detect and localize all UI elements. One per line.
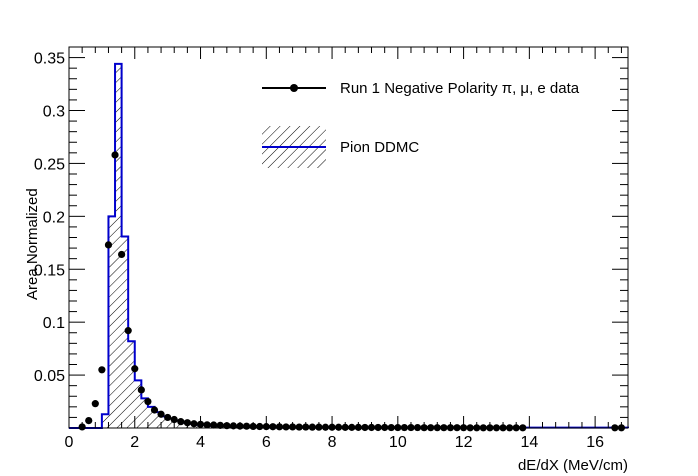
data-point xyxy=(91,400,99,408)
y-tick-label: 0.05 xyxy=(34,368,65,385)
mc-bin xyxy=(147,406,155,428)
x-axis-ticks: 0 2 4 6 8 10 12 14 16 xyxy=(65,47,622,451)
data-point xyxy=(282,423,290,431)
x-tick-label: 16 xyxy=(586,434,604,451)
legend-data-label: Run 1 Negative Polarity π, μ, e data xyxy=(340,80,580,97)
mc-bin xyxy=(193,424,201,428)
x-tick-label: 2 xyxy=(130,434,139,451)
data-point xyxy=(216,421,224,429)
data-point xyxy=(104,241,113,249)
data-point xyxy=(170,415,178,424)
data-point xyxy=(256,422,264,431)
y-tick-label: 0.25 xyxy=(34,156,65,173)
y-tick-label: 0.3 xyxy=(43,104,65,121)
mc-bin xyxy=(121,236,129,428)
data-point xyxy=(85,416,93,425)
mc-bin xyxy=(187,423,194,428)
data-point xyxy=(111,151,119,159)
data-point xyxy=(150,406,159,414)
mc-bin xyxy=(128,341,135,428)
x-tick-label: 6 xyxy=(262,434,271,451)
data-point xyxy=(190,420,198,428)
data-point xyxy=(124,327,132,335)
data-point xyxy=(137,386,145,394)
data-point xyxy=(295,423,303,431)
y-tick-label: 0.2 xyxy=(43,209,65,226)
data-point xyxy=(118,250,126,259)
x-tick-label: 0 xyxy=(65,434,74,451)
data-point xyxy=(335,423,343,431)
data-point xyxy=(321,423,330,431)
x-tick-label: 10 xyxy=(389,434,407,451)
data-point xyxy=(164,413,172,422)
data-point xyxy=(348,423,356,431)
data-point xyxy=(144,397,152,406)
data-point xyxy=(157,410,165,418)
x-tick-label: 12 xyxy=(455,434,473,451)
data-point xyxy=(98,366,106,374)
legend-data-marker xyxy=(290,84,298,92)
data-point xyxy=(203,421,211,429)
data-point xyxy=(308,423,316,431)
legend-entry-data: Run 1 Negative Polarity π, μ, e data xyxy=(262,80,580,97)
data-point xyxy=(242,422,251,430)
mc-bin xyxy=(115,63,122,428)
x-tick-label: 8 xyxy=(328,434,337,451)
data-point xyxy=(374,423,382,432)
legend: Run 1 Negative Polarity π, μ, e data Pio… xyxy=(262,80,580,168)
y-axis-title: Area Normalized xyxy=(24,188,41,300)
x-axis-title: dE/dX (MeV/cm) xyxy=(518,457,628,474)
mc-bin xyxy=(174,420,181,428)
y-tick-label: 0.15 xyxy=(34,262,65,279)
mc-bin xyxy=(167,418,175,428)
mc-bin xyxy=(207,425,214,428)
mc-bin xyxy=(200,424,208,428)
y-axis-ticks: 0.05 0.1 0.15 0.2 0.25 0.3 0.35 xyxy=(34,46,628,418)
legend-mc-label: Pion DDMC xyxy=(340,139,419,156)
x-tick-label: 4 xyxy=(196,434,205,451)
y-tick-label: 0.35 xyxy=(34,51,65,68)
mc-bin xyxy=(161,416,168,428)
data-point xyxy=(269,423,277,431)
mc-bin xyxy=(108,216,116,428)
data-point xyxy=(131,365,139,373)
data-point xyxy=(177,418,185,426)
mc-bin xyxy=(141,398,148,428)
mc-bin xyxy=(134,380,142,428)
mc-bin xyxy=(154,412,162,428)
mc-bin xyxy=(180,422,188,428)
legend-entry-mc: Pion DDMC xyxy=(262,126,419,168)
x-tick-label: 14 xyxy=(520,434,538,451)
mc-bin xyxy=(213,425,221,428)
y-tick-label: 0.1 xyxy=(43,315,65,332)
mc-bin xyxy=(101,414,109,428)
data-point xyxy=(361,423,369,432)
